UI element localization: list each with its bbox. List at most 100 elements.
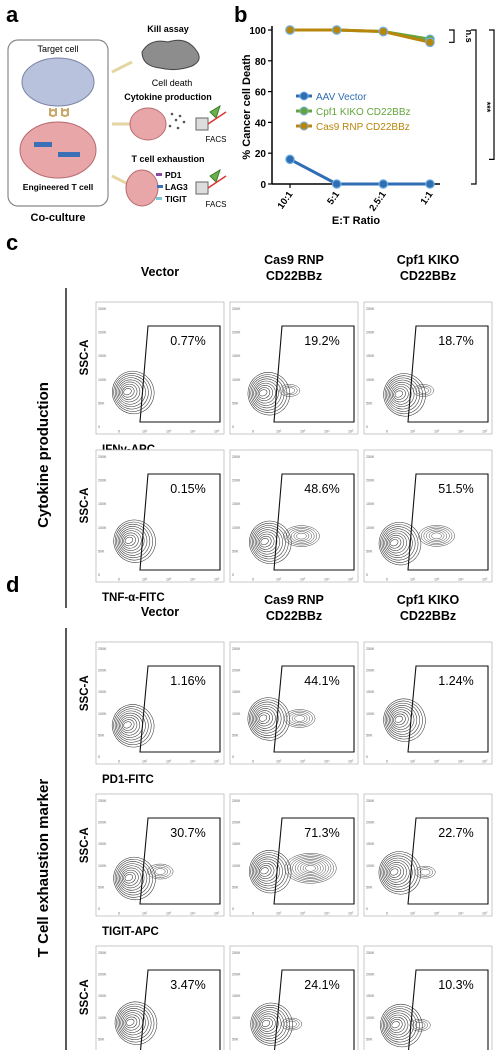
contour-line	[123, 534, 136, 547]
contour-line	[390, 1019, 403, 1031]
flow-y-tick: 200K	[98, 479, 107, 483]
flow-y-tick: 100K	[232, 864, 241, 868]
flow-x-tick: 10⁴	[190, 430, 196, 434]
flow-plot-frame	[229, 793, 359, 917]
contour-line	[111, 704, 155, 748]
facs-machine-icon	[195, 104, 227, 131]
y-axis-label: % Cancer cell Death	[241, 54, 253, 159]
contour-line	[289, 712, 311, 725]
flow-x-tick: 10³	[300, 578, 306, 582]
pd1-marker-icon	[156, 173, 162, 176]
flow-y-tick: 200K	[366, 973, 375, 977]
flow-plot: 0 50K 100K 150K 200K 250K 0 10² 10³ 10⁴ 10⁵ 48.6%	[229, 449, 359, 583]
panel-letter-c: c	[6, 230, 18, 255]
contour-line	[147, 863, 174, 880]
contour-line	[121, 719, 135, 731]
legend-entry: Cpf1 KIKO CD22BBz	[316, 107, 410, 118]
significance-bracket	[449, 29, 455, 43]
data-point	[425, 179, 435, 189]
flow-y-tick: 50K	[366, 885, 373, 889]
flow-x-tick: 0	[386, 912, 388, 916]
flow-plot: 0 50K 100K 150K 200K 250K 0 10² 10³ 10⁴ 10⁵ 22.7%	[363, 793, 493, 917]
contour-line	[250, 1002, 293, 1046]
flow-y-tick: 0	[366, 755, 368, 759]
contour-line	[302, 863, 319, 874]
column-header: CD22BBz	[266, 609, 322, 623]
contour-line	[387, 864, 404, 881]
contour-line	[256, 531, 278, 553]
flow-y-tick: 250K	[232, 799, 241, 803]
flow-y-tick: 50K	[232, 401, 239, 405]
contour-line	[124, 1016, 138, 1029]
data-point	[425, 37, 435, 48]
contour-line	[251, 378, 282, 409]
contour-line	[117, 712, 143, 738]
column-header: Vector	[141, 265, 179, 279]
contour-line	[254, 529, 281, 555]
flow-x-tick: 10⁵	[214, 760, 220, 764]
contour-line	[426, 529, 448, 543]
flow-plot-frame	[363, 641, 493, 765]
contour-line	[260, 867, 269, 875]
flow-plot: 0 50K 100K 150K 200K 250K 0 10² 10³ 10⁴ 10⁵ 30.7%	[95, 793, 225, 917]
panel-letter-d: d	[6, 572, 19, 597]
flow-x-tick: 10³	[166, 578, 172, 582]
flow-y-tick: 200K	[98, 669, 107, 673]
legend-marker	[299, 106, 309, 116]
flow-x-tick: 10⁴	[458, 430, 464, 434]
contour-line	[116, 523, 151, 559]
flow-y-tick: 150K	[232, 354, 241, 358]
side-label: T Cell exhaustion marker	[35, 779, 52, 958]
contour-line	[283, 709, 316, 728]
gate-percentage: 0.15%	[170, 482, 205, 496]
flow-y-label: SSC-A	[79, 488, 91, 524]
flow-x-label: TNF-α-FITC	[102, 592, 165, 604]
flow-plot: 0 50K 100K 150K 200K 250K 0 10² 10³ 10⁴ 10⁵ 71.3%	[229, 793, 359, 917]
flow-y-tick: 200K	[232, 821, 241, 825]
contour-line	[383, 698, 426, 742]
contour-line	[418, 387, 429, 394]
contour-line	[382, 857, 413, 888]
contour-line	[387, 705, 418, 735]
flow-x-tick: 10²	[410, 760, 416, 764]
x-tick-label: 2.5:1	[367, 189, 389, 214]
contour-line	[290, 529, 312, 543]
x-axis-label: E:T Ratio	[332, 215, 381, 227]
flow-y-tick: 0	[98, 425, 100, 429]
flow-x-label: TIGIT-APC	[102, 926, 159, 938]
contour-line	[388, 866, 402, 878]
gate-polygon	[407, 817, 489, 905]
dna-construct-icon	[34, 142, 52, 147]
contour-line	[121, 1012, 143, 1033]
contour-line	[253, 1007, 288, 1042]
flow-x-tick: 10²	[276, 430, 282, 434]
flow-x-tick: 0	[386, 760, 388, 764]
series-line	[289, 158, 430, 186]
gate-percentage: 19.2%	[304, 334, 339, 348]
lag3-label: LAG3	[165, 182, 188, 192]
contour-line	[114, 859, 153, 898]
contour-line	[391, 1021, 400, 1029]
contour-line	[114, 708, 149, 743]
flow-x-tick: 10²	[410, 578, 416, 582]
pd1-label: PD1	[165, 170, 182, 180]
coculture-label: Co-culture	[31, 212, 86, 224]
y-tick-label: 60	[255, 88, 267, 99]
flow-x-tick: 10²	[276, 578, 282, 582]
flow-y-tick: 250K	[98, 647, 107, 651]
panel-a-schematic: Target cell Engineered T cell Co-culture…	[7, 24, 227, 224]
contour-line	[281, 1017, 303, 1031]
contour-line	[387, 1014, 409, 1036]
flow-plot: 0 50K 100K 150K 200K 250K 0 10² 10³ 10⁴ 10⁵ 19.2%	[229, 301, 359, 435]
flow-x-tick: 10⁵	[348, 912, 354, 916]
flow-y-tick: 250K	[98, 951, 107, 955]
contour-line	[294, 859, 327, 878]
flow-y-tick: 100K	[366, 864, 375, 868]
flow-y-tick: 200K	[232, 479, 241, 483]
flow-y-tick: 0	[366, 573, 368, 577]
flow-y-tick: 50K	[98, 1037, 105, 1041]
contour-line	[249, 374, 288, 413]
flow-y-tick: 200K	[98, 973, 107, 977]
flow-y-label: SSC-A	[79, 675, 91, 711]
